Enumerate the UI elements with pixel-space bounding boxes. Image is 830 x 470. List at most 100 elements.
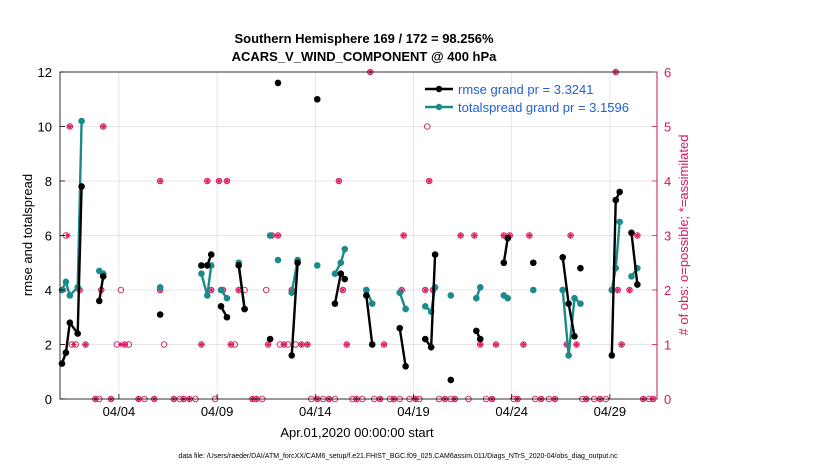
rmse-point xyxy=(274,79,282,87)
obs-assimilated-point xyxy=(381,341,387,348)
rmse-point xyxy=(473,327,480,335)
obs-assimilated-point xyxy=(100,123,107,130)
obs-assimilated-point xyxy=(298,341,305,348)
x-tick-label: 04/24 xyxy=(495,404,528,419)
rmse-point xyxy=(529,259,537,267)
rmse-point xyxy=(266,335,274,343)
rmse-point xyxy=(235,262,243,269)
spread-point xyxy=(447,292,455,299)
spread-point xyxy=(66,292,74,299)
obs-assimilated-point xyxy=(526,232,533,239)
obs-assimilated-point xyxy=(618,341,625,348)
spread-point xyxy=(156,283,164,291)
legend: rmse grand pr = 3.3241 totalspread grand… xyxy=(425,82,629,115)
y-tick-left-label: 12 xyxy=(38,65,52,80)
spread-point xyxy=(217,286,225,294)
spread-point xyxy=(341,245,349,253)
y-tick-right-label: 2 xyxy=(664,283,671,298)
rmse-point xyxy=(62,349,70,356)
rmse-line-segment xyxy=(98,276,105,302)
y-tick-left-label: 6 xyxy=(45,229,52,244)
y-axis-right: 0 1 2 3 4 5 6 xyxy=(652,65,671,407)
spread-point xyxy=(577,300,584,307)
rmse-point xyxy=(95,297,103,305)
rmse-point xyxy=(427,343,435,351)
obs-assimilated-point xyxy=(65,232,71,239)
spread-point xyxy=(62,278,70,286)
spread-point xyxy=(476,283,484,291)
spread-point xyxy=(628,273,635,280)
obs-possible-point xyxy=(160,341,168,348)
spread-point xyxy=(274,256,282,264)
spread-point xyxy=(337,259,345,267)
obs-assimilated-point xyxy=(304,341,311,348)
obs-assimilated-point xyxy=(626,287,633,293)
y-tick-left-label: 0 xyxy=(45,392,52,407)
obs-assimilated-point xyxy=(82,341,89,348)
obs-assimilated-point xyxy=(70,341,77,348)
spread-point xyxy=(565,352,572,359)
obs-assimilated-point xyxy=(235,287,242,293)
obs-assimilated-point xyxy=(198,341,205,348)
rmse-point xyxy=(612,196,620,204)
footer-data-file: data file: /Users/raeder/DAI/ATM_forcXX/… xyxy=(178,453,618,460)
obs-assimilated-point xyxy=(208,287,215,293)
obs-assimilated-point xyxy=(471,232,478,239)
spread-point xyxy=(363,286,370,294)
y-tick-left-label: 10 xyxy=(38,120,52,135)
obs-assimilated-point xyxy=(501,232,507,239)
rmse-point xyxy=(616,188,623,196)
rmse-point xyxy=(504,234,512,242)
obs-assimilated-point xyxy=(520,341,527,348)
spread-point xyxy=(473,294,480,302)
chart-title-line1: Southern Hemisphere 169 / 172 = 98.256% xyxy=(234,31,493,46)
obs-assimilated-point xyxy=(614,287,621,293)
rmse-point xyxy=(608,352,616,359)
obs-assimilated-point xyxy=(122,341,128,348)
rmse-point xyxy=(402,363,409,370)
legend-rmse-marker xyxy=(435,85,443,93)
rmse-point xyxy=(78,183,85,190)
spread-point xyxy=(402,305,409,313)
spread-point xyxy=(368,300,376,307)
y-tick-right-label: 5 xyxy=(664,120,671,135)
obs-assimilated-point xyxy=(118,341,124,348)
rmse-point xyxy=(294,259,301,267)
spread-point xyxy=(331,270,339,277)
y-tick-right-label: 4 xyxy=(664,174,671,189)
rmse-point xyxy=(223,313,231,321)
y-tick-right-label: 6 xyxy=(664,65,671,80)
x-tick-label: 04/29 xyxy=(594,404,627,419)
obs-assimilated-point xyxy=(426,178,432,184)
rmse-line-segment xyxy=(502,238,509,263)
y-tick-right-label: 3 xyxy=(664,229,671,244)
rmse-point xyxy=(203,262,211,269)
rmse-point xyxy=(628,229,635,237)
rmse-line-segment xyxy=(365,295,374,345)
spread-point xyxy=(288,289,296,297)
rmse-point xyxy=(74,330,81,337)
spread-point xyxy=(504,294,512,302)
y-axis-left: 0 2 4 6 8 10 12 xyxy=(38,65,65,407)
rmse-point xyxy=(565,300,572,307)
rmse-point xyxy=(500,259,508,267)
rmse-point xyxy=(341,275,349,283)
rmse-point xyxy=(476,335,484,343)
y-tick-left-label: 8 xyxy=(45,174,52,189)
rmse-point xyxy=(577,264,584,272)
obs-assimilated-point xyxy=(157,178,163,184)
y-axis-left-label: rmse and totalspread xyxy=(20,174,35,296)
obs-assimilated-point xyxy=(228,341,234,348)
rmse-point xyxy=(198,262,205,269)
obs-assimilated-point xyxy=(216,178,222,184)
y-tick-right-label: 1 xyxy=(664,338,671,353)
rmse-point xyxy=(66,319,74,327)
obs-assimilated-point xyxy=(493,341,499,348)
spread-point xyxy=(421,303,429,310)
obs-assimilated-point xyxy=(343,341,350,348)
spread-line-segment xyxy=(561,289,582,357)
x-axis-label: Apr.01,2020 00:00:00 start xyxy=(280,425,434,440)
rmse-point xyxy=(447,376,455,384)
rmse-point xyxy=(99,273,107,280)
rmse-point xyxy=(634,281,641,288)
